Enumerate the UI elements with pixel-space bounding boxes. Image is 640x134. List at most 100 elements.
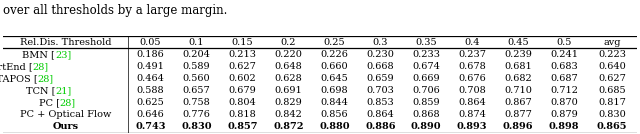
Text: 0.220: 0.220 (275, 50, 302, 59)
Text: 0.213: 0.213 (228, 50, 257, 59)
Text: 0.628: 0.628 (275, 74, 302, 83)
Text: Rel.Dis. Threshold: Rel.Dis. Threshold (20, 38, 111, 47)
Text: 0.829: 0.829 (275, 98, 302, 107)
Text: 23]: 23] (55, 50, 71, 59)
Text: 0.4: 0.4 (465, 38, 480, 47)
Text: TCN-TAPOS [28]: TCN-TAPOS [28] (24, 74, 107, 83)
Text: 0.669: 0.669 (412, 74, 440, 83)
Text: 0.893: 0.893 (457, 122, 488, 131)
Text: BMN [: BMN [ (22, 50, 55, 59)
Text: 21]: 21] (55, 86, 71, 95)
Text: 0.880: 0.880 (319, 122, 349, 131)
Text: 0.872: 0.872 (273, 122, 303, 131)
Text: 0.45: 0.45 (508, 38, 529, 47)
Text: 0.237: 0.237 (458, 50, 486, 59)
Text: 0.627: 0.627 (228, 62, 257, 71)
Text: 0.681: 0.681 (504, 62, 532, 71)
Text: 0.1: 0.1 (189, 38, 204, 47)
Text: 0.877: 0.877 (504, 110, 532, 119)
Text: 0.678: 0.678 (458, 62, 486, 71)
Text: 0.712: 0.712 (550, 86, 578, 95)
Text: 0.890: 0.890 (411, 122, 442, 131)
Text: 0.830: 0.830 (181, 122, 212, 131)
Text: 0.676: 0.676 (458, 74, 486, 83)
Text: 0.868: 0.868 (412, 110, 440, 119)
Text: 0.589: 0.589 (183, 62, 211, 71)
Text: 0.560: 0.560 (183, 74, 211, 83)
Text: 0.491: 0.491 (137, 62, 164, 71)
Text: PC + Optical Flow: PC + Optical Flow (20, 110, 111, 119)
Text: BMN-StartEnd [: BMN-StartEnd [ (0, 62, 33, 71)
Text: 0.625: 0.625 (137, 98, 164, 107)
Text: BMN-StartEnd [28]: BMN-StartEnd [28] (17, 62, 114, 71)
Text: 0.223: 0.223 (598, 50, 626, 59)
Text: 0.668: 0.668 (367, 62, 394, 71)
Text: 0.706: 0.706 (412, 86, 440, 95)
Text: 0.853: 0.853 (367, 98, 394, 107)
Text: 0.5: 0.5 (556, 38, 572, 47)
Text: 0.05: 0.05 (140, 38, 161, 47)
Text: 0.804: 0.804 (228, 98, 257, 107)
Text: PC [: PC [ (39, 98, 60, 107)
Text: 0.898: 0.898 (549, 122, 579, 131)
Text: TCN-TAPOS [: TCN-TAPOS [ (0, 74, 38, 83)
Text: PC [28]: PC [28] (47, 98, 84, 107)
Text: 0.679: 0.679 (228, 86, 257, 95)
Text: 0.817: 0.817 (598, 98, 626, 107)
Text: 0.239: 0.239 (504, 50, 532, 59)
Text: 0.25: 0.25 (324, 38, 345, 47)
Text: over all thresholds by a large margin.: over all thresholds by a large margin. (3, 4, 228, 17)
Text: 0.874: 0.874 (458, 110, 486, 119)
Text: 0.230: 0.230 (366, 50, 394, 59)
Text: 0.15: 0.15 (232, 38, 253, 47)
Text: 0.842: 0.842 (275, 110, 302, 119)
Text: TCN [: TCN [ (26, 86, 55, 95)
Text: 0.687: 0.687 (550, 74, 578, 83)
Text: 0.758: 0.758 (182, 98, 211, 107)
Text: 0.204: 0.204 (182, 50, 211, 59)
Text: 0.645: 0.645 (321, 74, 348, 83)
Text: avg: avg (603, 38, 621, 47)
Text: 28]: 28] (38, 74, 54, 83)
Text: 0.627: 0.627 (598, 74, 626, 83)
Text: 0.685: 0.685 (598, 86, 626, 95)
Text: 0.691: 0.691 (275, 86, 302, 95)
Text: 0.674: 0.674 (412, 62, 440, 71)
Text: 0.864: 0.864 (367, 110, 394, 119)
Text: 0.682: 0.682 (504, 74, 532, 83)
Text: 0.226: 0.226 (321, 50, 348, 59)
Text: TCN [21]: TCN [21] (43, 86, 88, 95)
Text: 0.879: 0.879 (550, 110, 578, 119)
Text: 0.464: 0.464 (137, 74, 164, 83)
Text: 0.856: 0.856 (321, 110, 348, 119)
Text: 0.186: 0.186 (137, 50, 164, 59)
Text: 0.683: 0.683 (550, 62, 578, 71)
Text: Ours: Ours (52, 122, 79, 131)
Text: 0.640: 0.640 (598, 62, 626, 71)
Text: 0.776: 0.776 (182, 110, 211, 119)
Text: 0.859: 0.859 (412, 98, 440, 107)
Text: 0.864: 0.864 (458, 98, 486, 107)
Text: 0.3: 0.3 (372, 38, 388, 47)
Text: 0.241: 0.241 (550, 50, 578, 59)
Text: 0.648: 0.648 (275, 62, 302, 71)
Text: 0.896: 0.896 (503, 122, 533, 131)
Text: 0.2: 0.2 (281, 38, 296, 47)
Text: 0.886: 0.886 (365, 122, 396, 131)
Text: 0.657: 0.657 (182, 86, 211, 95)
Text: 0.870: 0.870 (550, 98, 578, 107)
Text: 0.830: 0.830 (598, 110, 626, 119)
Text: 0.659: 0.659 (367, 74, 394, 83)
Text: 0.35: 0.35 (415, 38, 437, 47)
Text: 28]: 28] (33, 62, 49, 71)
Text: 0.698: 0.698 (321, 86, 348, 95)
Text: 0.844: 0.844 (321, 98, 348, 107)
Text: 0.646: 0.646 (137, 110, 164, 119)
Text: BMN [23]: BMN [23] (41, 50, 90, 59)
Text: 0.867: 0.867 (504, 98, 532, 107)
Text: 0.233: 0.233 (412, 50, 440, 59)
Text: 0.818: 0.818 (228, 110, 257, 119)
Text: 0.865: 0.865 (596, 122, 627, 131)
Text: 0.660: 0.660 (321, 62, 348, 71)
Text: 0.602: 0.602 (228, 74, 257, 83)
